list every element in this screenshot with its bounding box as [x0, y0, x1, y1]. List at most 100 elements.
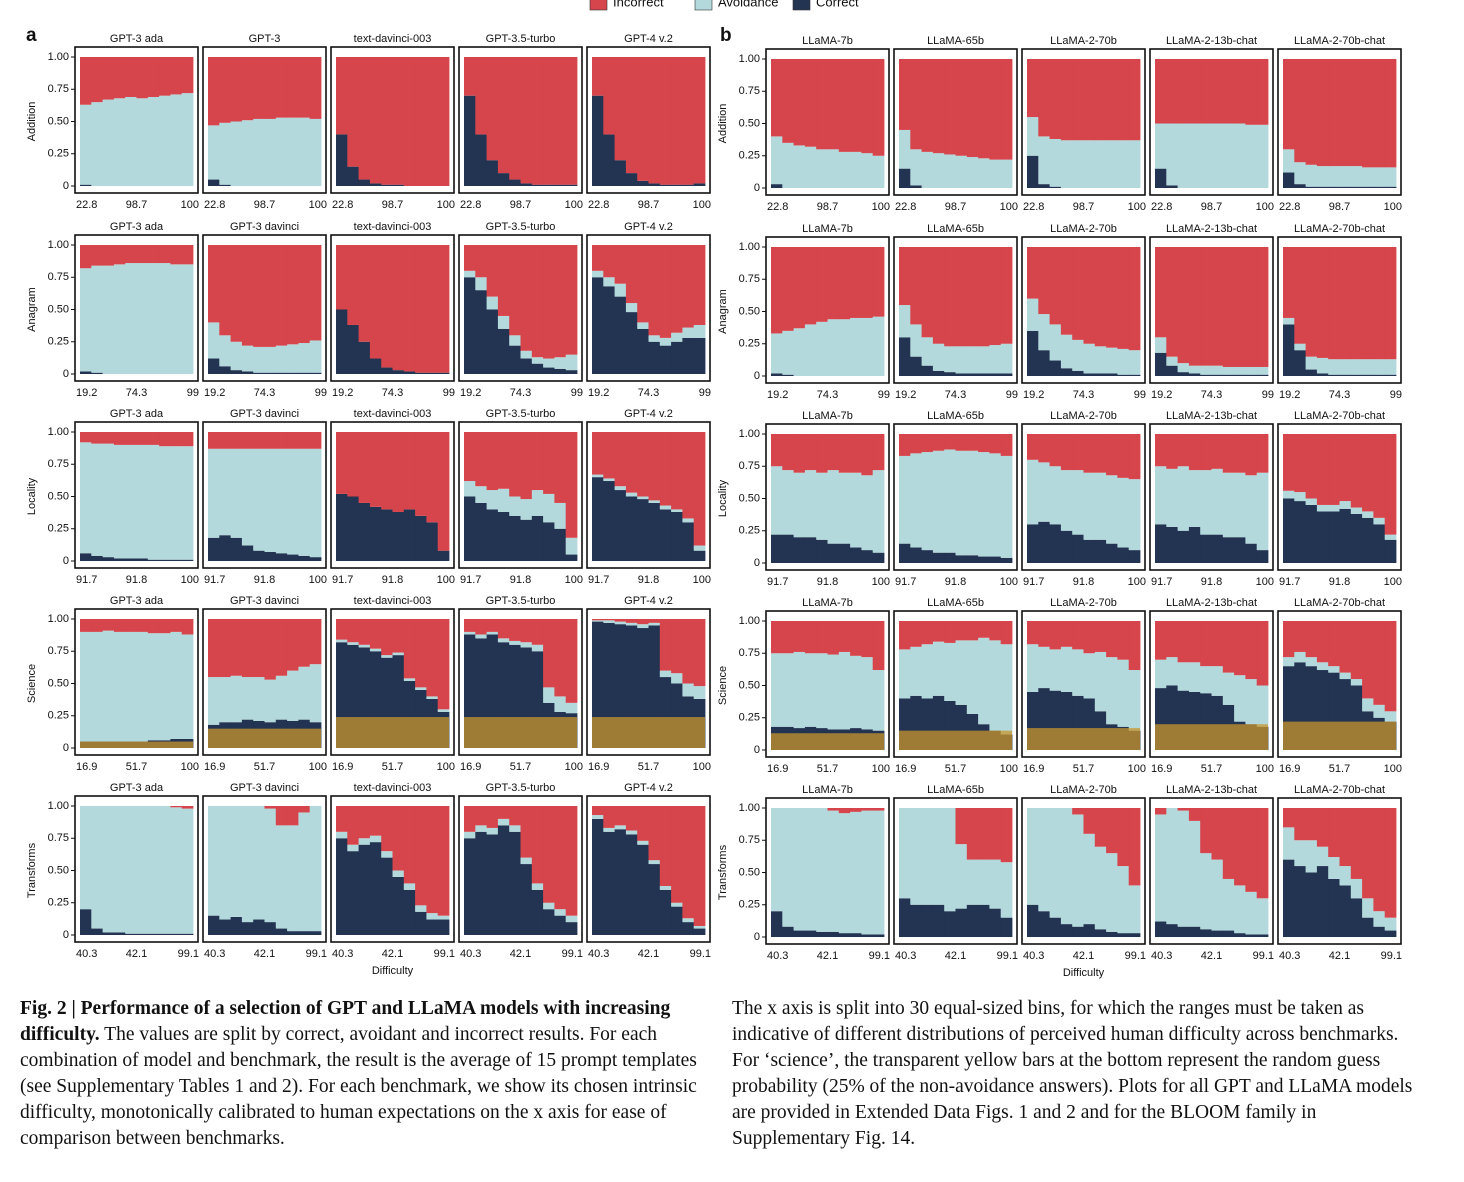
bar-segment [592, 477, 604, 561]
bar-segment [1000, 808, 1013, 863]
x-tick-label: 100 [1000, 763, 1018, 775]
bar-segment [531, 651, 544, 748]
bar-segment [1294, 184, 1306, 188]
bar-segment [464, 631, 476, 635]
bar-segment [159, 633, 171, 741]
bar-segment [1027, 298, 1039, 331]
bar-segment [955, 621, 968, 641]
bar-segment [671, 806, 683, 903]
bar-segment [899, 808, 911, 899]
bar-segment [1384, 186, 1397, 188]
bar-segment [955, 640, 968, 705]
bar-segment [1316, 166, 1329, 187]
guess-bar [464, 717, 577, 748]
panel-title: GPT-4 v.2 [624, 408, 673, 420]
caption-label: Fig. 2 | Performance of a selection of G… [20, 998, 671, 1045]
bar-segment [614, 57, 627, 161]
bar-segment [497, 642, 510, 748]
x-tick-label: 99 [1390, 389, 1402, 401]
bar-segment [944, 911, 956, 937]
bar-segment [1072, 808, 1084, 815]
bar-segment [1200, 123, 1212, 188]
bar-segment [989, 159, 1002, 188]
bar-segment [159, 559, 171, 561]
bar-segment [648, 432, 661, 501]
bar-segment [1027, 117, 1039, 156]
bar-segment [614, 283, 627, 297]
bar-segment [520, 619, 533, 643]
bar-segment [298, 931, 311, 935]
bar-segment [782, 247, 794, 331]
bar-segment [793, 537, 806, 563]
bar-segment [1339, 434, 1352, 502]
bar-segment [682, 922, 695, 935]
bar-segment [1373, 186, 1386, 188]
panel-frame [330, 795, 455, 943]
bar-segment [1049, 466, 1062, 525]
bar-segment [1373, 704, 1386, 718]
bar-segment [1117, 374, 1130, 376]
bar-segment [554, 806, 567, 910]
bar-segment [208, 125, 220, 180]
bar-segment [1256, 124, 1269, 188]
bar-segment [693, 545, 706, 551]
panel-title: LLaMA-7b [802, 784, 853, 796]
bar-segment [671, 341, 683, 374]
bar-segment [1177, 363, 1190, 373]
panel-title: LLaMA-2-70b-chat [1294, 784, 1385, 796]
bar-segment [369, 57, 382, 184]
bar-segment [565, 245, 578, 355]
bar-segment [1283, 859, 1295, 937]
x-tick-label: 19.2 [204, 387, 225, 399]
caption-text: The values are split by correct, avoidan… [20, 1024, 697, 1149]
x-tick-label: 100 [565, 199, 583, 211]
bar-segment [782, 653, 794, 727]
bar-segment [509, 640, 521, 645]
bar-segment [978, 434, 990, 453]
bar-segment [1038, 314, 1050, 351]
bar-segment [693, 245, 706, 325]
y-tick-label: 0.75 [48, 271, 69, 283]
bar-segment [1000, 917, 1013, 937]
bar-segment [1094, 434, 1107, 473]
bar-segment [437, 806, 450, 916]
bar-segment [1350, 59, 1363, 167]
x-tick-label: 22.8 [588, 199, 609, 211]
y-tick-label: 0.75 [739, 85, 760, 97]
bar-segment [475, 619, 487, 635]
bar-segment [978, 158, 990, 188]
bar-segment [1027, 434, 1039, 460]
bar-segment [838, 247, 851, 320]
bar-segment [1072, 649, 1084, 696]
bar-segment [275, 825, 288, 929]
bar-segment [170, 57, 183, 95]
bar-segment [771, 247, 783, 334]
bar-segment [1072, 247, 1084, 340]
x-tick-label: 99.1 [1253, 950, 1274, 962]
bar-segment [872, 59, 885, 156]
bar-segment [1222, 374, 1235, 376]
bar-segment [1373, 434, 1386, 518]
bar-segment [910, 149, 922, 186]
panel-frame [1277, 48, 1402, 196]
bar-segment [1339, 501, 1352, 509]
bar-segment [1222, 247, 1235, 367]
bar-segment [287, 372, 299, 374]
bar-segment [426, 57, 439, 186]
bar-segment [565, 537, 578, 555]
bar-segment [230, 121, 243, 186]
panel-title: GPT-4 v.2 [624, 33, 673, 45]
bar-segment [850, 621, 862, 656]
bar-segment [497, 57, 510, 174]
x-tick-label: 100 [1384, 576, 1402, 588]
bar-segment [1294, 350, 1306, 376]
bar-segment [1038, 434, 1050, 463]
bar-segment [1000, 455, 1013, 558]
panel-frame [893, 797, 1018, 945]
bar-segment [1245, 934, 1258, 937]
bar-segment [565, 915, 578, 923]
x-tick-label: 91.8 [1201, 576, 1222, 588]
bar-segment [1234, 933, 1246, 937]
bar-segment [1128, 670, 1141, 731]
bar-segment [1177, 59, 1190, 124]
